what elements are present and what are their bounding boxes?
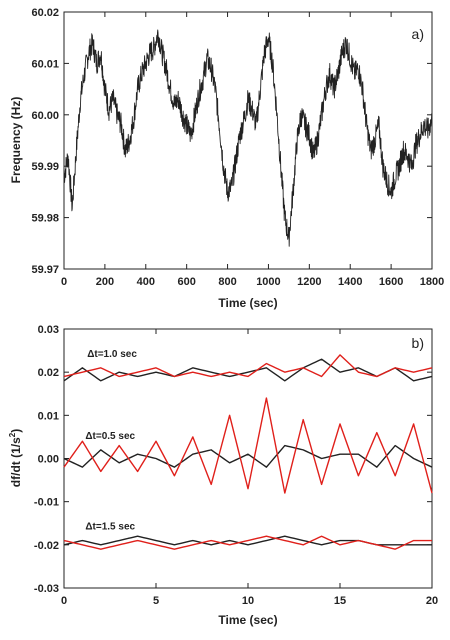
panel-b-plot-frame xyxy=(63,328,433,589)
series-line-b-5 xyxy=(63,535,432,550)
x-tick-label: 1600 xyxy=(379,276,403,288)
x-tick-label: 0 xyxy=(61,276,67,288)
y-tick-label: 59.97 xyxy=(31,264,59,276)
panel-b-ticks xyxy=(63,328,433,589)
y-tick-label: 60.02 xyxy=(31,7,59,19)
x-tick-label: 400 xyxy=(137,276,155,288)
panel-b-y-axis-label-sup: 2 xyxy=(8,432,17,437)
series-line-b-0 xyxy=(63,358,433,382)
x-tick-label: 10 xyxy=(242,595,254,607)
x-tick-label: 800 xyxy=(218,276,236,288)
x-tick-label: 600 xyxy=(177,276,195,288)
panel-b-tick-labels: 0 5 10 15 20 -0.03 -0.02 -0.01 0.00 0.01 0.02 0.03 xyxy=(34,324,438,607)
panel-b-y-axis-label: df/dt (1/s2) xyxy=(8,429,23,487)
y-tick-label: 59.98 xyxy=(31,213,59,225)
y-tick-label: 0.03 xyxy=(38,324,59,336)
y-tick-label: 60.00 xyxy=(31,110,59,122)
panel-b-y-axis-label-end: ) xyxy=(9,429,23,433)
panel-b-y-axis-label-main: df/dt (1/s xyxy=(9,437,23,487)
panel-a-y-axis-label: Frequency (Hz) xyxy=(9,97,23,184)
x-tick-label: 1200 xyxy=(297,276,321,288)
x-tick-label: 1800 xyxy=(420,276,444,288)
x-tick-label: 1400 xyxy=(338,276,362,288)
y-tick-label: 0.02 xyxy=(38,367,59,379)
y-tick-label: 0.01 xyxy=(38,410,59,422)
panel-b-annotations: Δt=1.0 sec Δt=0.5 sec Δt=1.5 sec xyxy=(85,349,137,533)
x-tick-label: 15 xyxy=(334,595,346,607)
y-tick-label: -0.01 xyxy=(34,497,59,509)
annotation-label-0: Δt=1.0 sec xyxy=(87,349,137,360)
y-tick-label: 60.01 xyxy=(31,58,59,70)
series-line-b-3 xyxy=(63,397,433,494)
panel-b-x-axis-label: Time (sec) xyxy=(218,613,277,627)
y-tick-label: 0.00 xyxy=(38,454,59,466)
series-line-b-2 xyxy=(63,444,433,468)
panel-a-frequency-chart: 0 200 400 600 800 1000 1200 1400 1600 1800 59.97 59… xyxy=(9,7,444,310)
y-tick-label: -0.02 xyxy=(34,540,59,552)
y-tick-label: 59.99 xyxy=(31,161,59,173)
series-line-a-0 xyxy=(63,29,433,247)
x-tick-label: 5 xyxy=(153,595,159,607)
panel-b-series xyxy=(63,354,433,550)
x-tick-label: 0 xyxy=(61,595,67,607)
x-tick-label: 1000 xyxy=(256,276,280,288)
x-tick-label: 200 xyxy=(96,276,114,288)
panel-b-dfdt-chart: 0 5 10 15 20-0.03-0.02-0.010.000.010.020.03 … xyxy=(8,324,438,627)
y-tick-label: -0.03 xyxy=(34,583,59,595)
x-tick-label: 20 xyxy=(426,595,438,607)
series-line-b-1 xyxy=(63,354,433,378)
panel-a-ticks xyxy=(63,11,433,270)
annotation-label-1: Δt=0.5 sec xyxy=(85,431,135,442)
panel-a-tag: a) xyxy=(412,26,424,42)
panel-b-tag: b) xyxy=(412,335,424,351)
panel-a-series xyxy=(63,29,433,247)
panel-a-plot-frame xyxy=(63,11,433,270)
panel-a-tick-labels: 0 200 400 600 800 1000 1200 1400 1600 1800 59.97 59… xyxy=(31,7,444,288)
annotation-label-2: Δt=1.5 sec xyxy=(85,522,135,533)
panel-a-x-axis-label: Time (sec) xyxy=(218,296,277,310)
